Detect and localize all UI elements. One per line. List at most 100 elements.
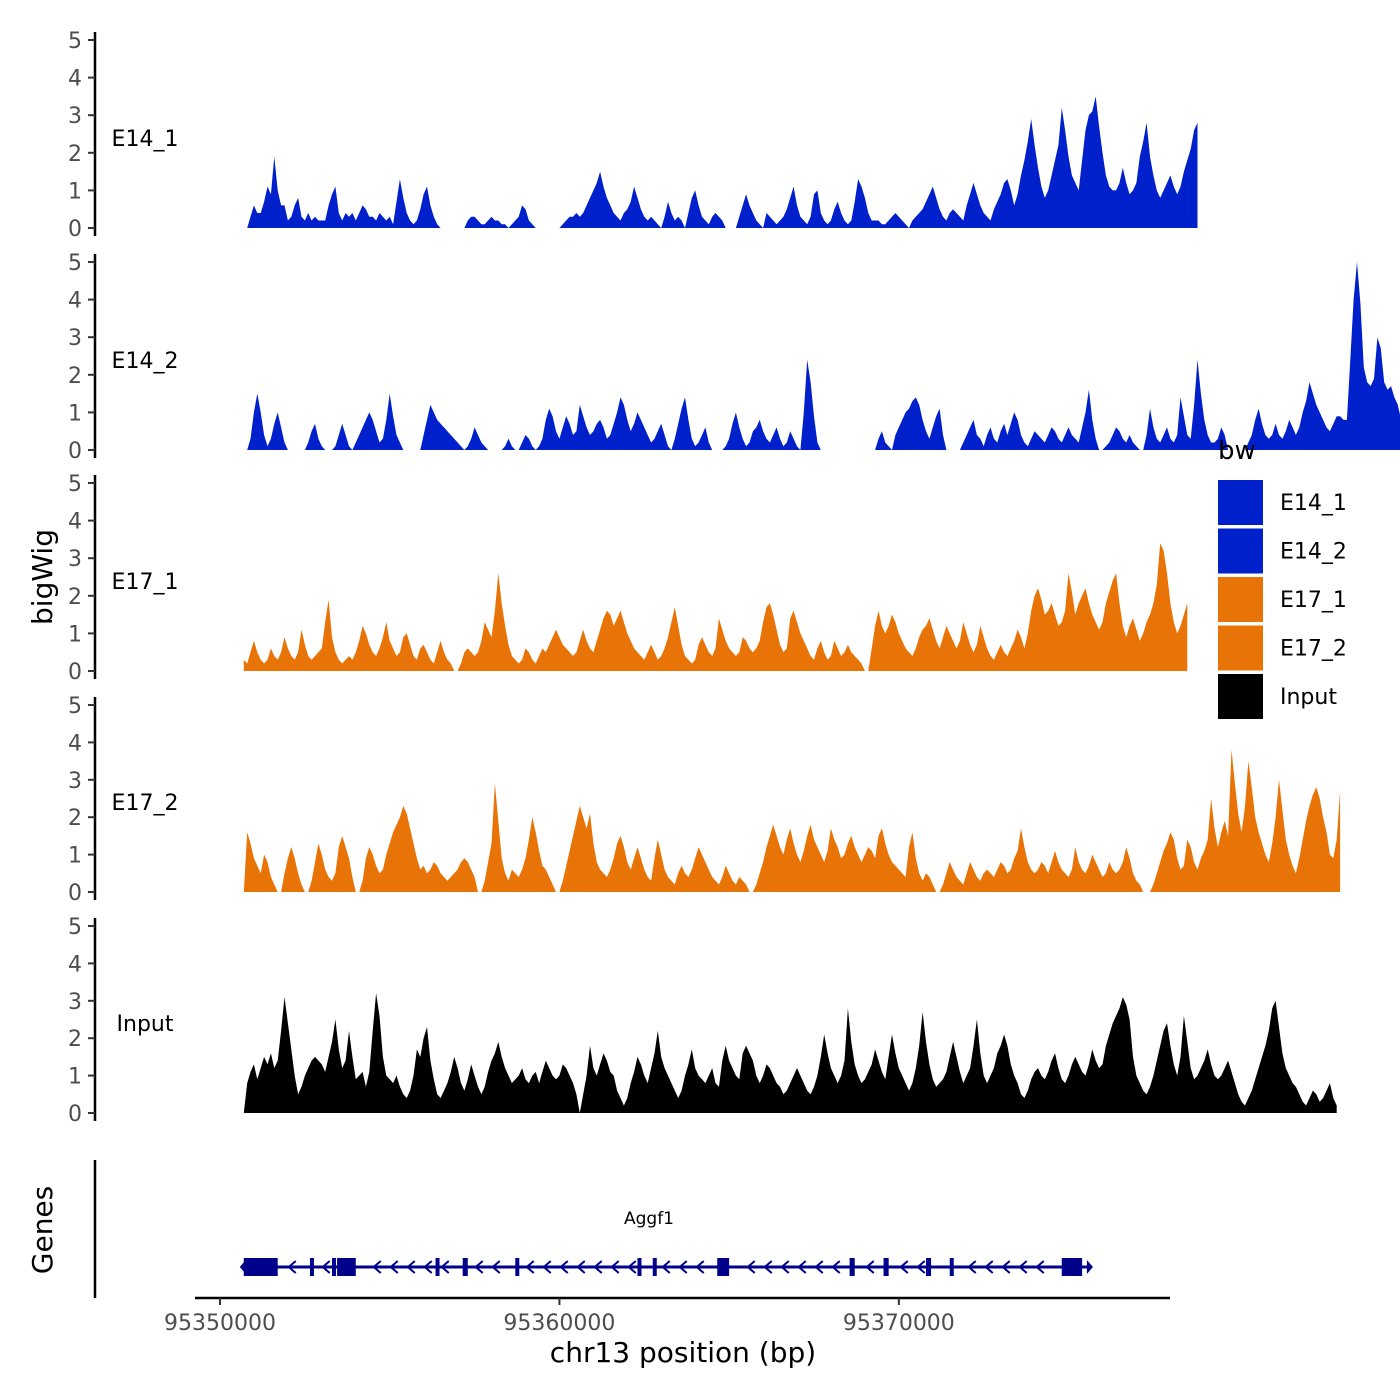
track-e17_2: 0 1 2 3 4 5 E17_2 bbox=[68, 694, 1341, 906]
y-tick-label: 2 bbox=[68, 142, 82, 167]
strand-arrow bbox=[321, 1260, 331, 1274]
signal-area-input bbox=[243, 993, 1337, 1113]
strand-arrow bbox=[542, 1260, 552, 1274]
y-tick-label: 1 bbox=[68, 1065, 82, 1090]
gene-exon bbox=[1061, 1258, 1083, 1276]
strand-arrow bbox=[491, 1260, 501, 1274]
legend-swatch-input bbox=[1218, 674, 1263, 719]
genes-panel: Aggf1 bbox=[93, 1160, 1093, 1298]
strand-arrow bbox=[678, 1260, 688, 1274]
legend-swatch-e17_2 bbox=[1218, 625, 1263, 671]
signal-area-e14_1 bbox=[247, 96, 1198, 229]
strand-arrow bbox=[593, 1260, 603, 1274]
track-e17_1: 0 1 2 3 4 5 E17_1 bbox=[68, 472, 1188, 685]
y-tick-label: 3 bbox=[68, 769, 82, 794]
y-tick-label: 3 bbox=[68, 104, 82, 129]
strand-arrow bbox=[372, 1260, 382, 1274]
gene-exon bbox=[717, 1258, 730, 1276]
y-tick-label: 1 bbox=[68, 179, 82, 204]
strand-arrow bbox=[916, 1260, 926, 1274]
gene-exon bbox=[637, 1258, 642, 1276]
signal-area-e14_2 bbox=[247, 262, 1400, 450]
y-tick-label: 0 bbox=[68, 881, 82, 906]
gene-exon bbox=[849, 1258, 855, 1276]
gene-exon bbox=[337, 1258, 356, 1276]
strand-arrow bbox=[525, 1260, 535, 1274]
strand-arrow bbox=[576, 1260, 586, 1274]
track-label-e17_1: E17_1 bbox=[112, 570, 179, 595]
gene-name-label: Aggf1 bbox=[624, 1209, 674, 1229]
gene-exon bbox=[925, 1258, 932, 1276]
legend-swatch-e17_1 bbox=[1218, 577, 1263, 622]
strand-arrow bbox=[389, 1260, 399, 1274]
strand-arrow bbox=[1018, 1260, 1028, 1274]
y-tick-label: 2 bbox=[68, 364, 82, 389]
legend-swatch-e14_1 bbox=[1218, 480, 1263, 525]
legend-label-e14_1: E14_1 bbox=[1280, 491, 1347, 516]
y-tick-label: 4 bbox=[68, 67, 82, 92]
legend-label-input: Input bbox=[1280, 685, 1337, 710]
track-label-e14_2: E14_2 bbox=[112, 349, 179, 374]
signal-tracks: 0 1 2 3 4 5 E14_1 0 1 2 3 4 5 E14_2 0 1 2 3 4 5 E17_1 0 1 2 3 4 5 E… bbox=[68, 29, 1400, 1127]
gene-exon bbox=[309, 1258, 314, 1276]
strand-arrow bbox=[610, 1260, 620, 1274]
genes-axis-title: Genes bbox=[26, 1186, 59, 1274]
y-axis-title: bigWig bbox=[26, 529, 59, 625]
strand-arrow bbox=[627, 1260, 637, 1274]
track-e14_2: 0 1 2 3 4 5 E14_2 bbox=[68, 251, 1400, 464]
y-tick-label: 5 bbox=[68, 694, 82, 719]
strand-arrow bbox=[474, 1260, 484, 1274]
gene-start-arrow bbox=[239, 1260, 246, 1274]
y-tick-label: 3 bbox=[68, 326, 82, 351]
y-tick-label: 1 bbox=[68, 844, 82, 869]
y-tick-label: 4 bbox=[68, 731, 82, 756]
strand-arrow bbox=[406, 1260, 416, 1274]
strand-arrow bbox=[695, 1260, 705, 1274]
gene-end-arrow bbox=[1086, 1260, 1093, 1274]
gene-exon bbox=[949, 1258, 954, 1276]
y-tick-label: 0 bbox=[68, 217, 82, 242]
legend: bw E14_1 E14_2 E17_1 E17_2 Input bbox=[1218, 436, 1347, 719]
y-tick-label: 5 bbox=[68, 915, 82, 940]
track-label-e17_2: E17_2 bbox=[112, 791, 179, 816]
track-e14_1: 0 1 2 3 4 5 E14_1 bbox=[68, 29, 1198, 242]
y-tick-label: 2 bbox=[68, 1027, 82, 1052]
x-tick-label: 95350000 bbox=[164, 1311, 276, 1336]
gene-exon bbox=[243, 1258, 278, 1276]
strand-arrow bbox=[440, 1260, 450, 1274]
gene-exon bbox=[515, 1258, 520, 1276]
strand-arrow bbox=[899, 1260, 909, 1274]
gene-exon bbox=[435, 1258, 440, 1276]
strand-arrow bbox=[423, 1260, 433, 1274]
y-tick-label: 0 bbox=[68, 1102, 82, 1127]
gene-exon bbox=[332, 1258, 337, 1276]
x-axis-title: chr13 position (bp) bbox=[550, 1336, 816, 1369]
strand-arrow bbox=[1035, 1260, 1045, 1274]
y-tick-label: 4 bbox=[68, 510, 82, 535]
gene-exon bbox=[462, 1258, 468, 1276]
legend-label-e17_2: E17_2 bbox=[1280, 637, 1347, 662]
x-tick-label: 95370000 bbox=[843, 1311, 955, 1336]
track-input: 0 1 2 3 4 5 Input bbox=[68, 915, 1337, 1127]
strand-arrow bbox=[287, 1260, 297, 1274]
y-tick-label: 0 bbox=[68, 660, 82, 685]
signal-area-e17_1 bbox=[243, 543, 1188, 671]
legend-label-e17_1: E17_1 bbox=[1280, 588, 1347, 613]
legend-title: bw bbox=[1218, 436, 1256, 466]
y-tick-label: 3 bbox=[68, 547, 82, 572]
y-tick-label: 0 bbox=[68, 439, 82, 464]
y-tick-label: 3 bbox=[68, 990, 82, 1015]
x-axis: 95350000 95360000 95370000 bbox=[164, 1296, 1170, 1336]
strand-arrow bbox=[780, 1260, 790, 1274]
y-tick-label: 4 bbox=[68, 952, 82, 977]
track-label-input: Input bbox=[117, 1012, 174, 1037]
strand-arrow bbox=[1001, 1260, 1011, 1274]
strand-arrow bbox=[984, 1260, 994, 1274]
legend-label-e14_2: E14_2 bbox=[1280, 540, 1347, 565]
y-tick-label: 1 bbox=[68, 622, 82, 647]
y-tick-label: 2 bbox=[68, 806, 82, 831]
y-tick-label: 5 bbox=[68, 472, 82, 497]
y-tick-label: 2 bbox=[68, 585, 82, 610]
gene-exon bbox=[652, 1258, 657, 1276]
strand-arrow bbox=[814, 1260, 824, 1274]
